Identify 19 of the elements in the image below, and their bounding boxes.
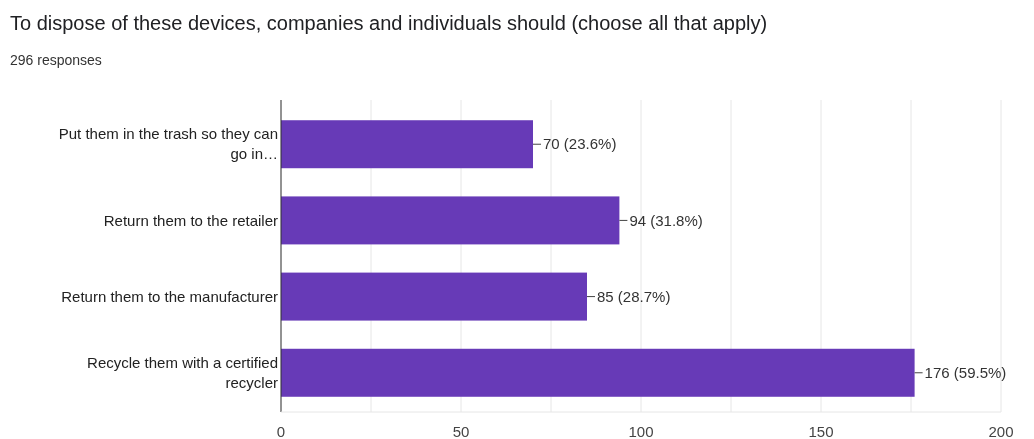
y-tick-label: Return them to the manufacturer (61, 287, 278, 305)
data-label: 94 (31.8%) (629, 211, 703, 229)
bar (281, 120, 533, 169)
y-tick-label: Put them in the trash so they can go in… (58, 125, 278, 163)
bar (281, 196, 620, 245)
x-tick-label: 200 (988, 423, 1014, 439)
text: 296 responses (10, 52, 102, 68)
data-label: 176 (59.5%) (924, 364, 1007, 382)
x-tick-label: 0 (276, 423, 286, 439)
bar (281, 348, 915, 397)
data-label: 85 (28.7%) (597, 287, 671, 305)
bar (281, 272, 587, 321)
data-label: 70 (23.6%) (543, 135, 617, 153)
x-tick-label: 50 (452, 423, 470, 439)
chart-title: To dispose of these devices, companies and individuals should (choose all that apply) (10, 12, 768, 34)
y-tick-label: Return them to the retailer (103, 211, 278, 229)
x-tick-label: 100 (628, 423, 654, 439)
y-tick-label: Recycle them with a certified recycler (87, 354, 278, 392)
x-tick-label: 150 (808, 423, 834, 439)
